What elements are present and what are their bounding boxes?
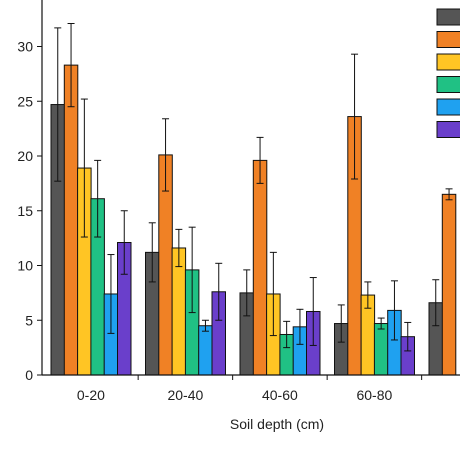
y-tick-label-5: 5 [25, 312, 33, 328]
error-bar-60-80-series-4 [377, 317, 385, 330]
error-bar-40-60-series-1 [243, 269, 251, 317]
error-bars-layer [54, 23, 453, 352]
x-tick-label-20-40: 20-40 [167, 387, 203, 403]
error-bar-0-20-series-2 [67, 23, 75, 108]
y-tick-label-10: 10 [17, 258, 33, 274]
legend-swatch-series-5 [436, 98, 460, 116]
x-tick-label-40-60: 40-60 [262, 387, 298, 403]
bar-80-series-2 [441, 193, 457, 376]
x-axis-title: Soil depth (cm) [230, 416, 324, 432]
error-bar-60-80-series-6 [404, 321, 412, 352]
error-bar-0-20-series-1 [54, 27, 62, 182]
legend-swatch-series-4 [436, 76, 460, 93]
bar-60-80-series-4 [373, 323, 389, 376]
legend [436, 8, 460, 138]
bars-layer [50, 64, 457, 376]
x-tick-label-60-80: 60-80 [356, 387, 392, 403]
error-bar-0-20-series-4 [94, 159, 102, 238]
error-bar-20-40-series-2 [162, 118, 170, 192]
error-bar-0-20-series-6 [120, 210, 128, 275]
error-bar-20-40-series-4 [188, 226, 196, 314]
error-bar-80-series-1 [432, 279, 440, 327]
error-bar-20-40-series-6 [215, 262, 223, 321]
error-bar-40-60-series-5 [296, 308, 304, 345]
bar-20-40-series-5 [198, 325, 213, 376]
error-bar-60-80-series-1 [337, 304, 345, 343]
error-bar-20-40-series-1 [148, 222, 156, 283]
legend-swatch-series-2 [436, 31, 460, 48]
error-bar-0-20-series-5 [107, 254, 115, 334]
legend-swatch-series-6 [436, 121, 460, 138]
error-bar-80-series-2 [445, 188, 453, 201]
y-tick-label-20: 20 [17, 148, 33, 164]
error-bar-40-60-series-4 [283, 320, 291, 349]
error-bar-40-60-series-6 [309, 277, 317, 346]
y-tick-label-30: 30 [17, 39, 33, 55]
bar-0-20-series-2 [63, 64, 79, 376]
error-bar-40-60-series-2 [256, 136, 264, 184]
bar-40-60-series-2 [252, 159, 268, 376]
y-tick-label-0: 0 [25, 367, 33, 383]
error-bar-60-80-series-5 [390, 280, 398, 341]
legend-swatch-series-1 [436, 8, 460, 26]
error-bar-0-20-series-3 [80, 98, 88, 238]
y-tick-label-25: 25 [17, 93, 33, 109]
error-bar-60-80-series-2 [351, 53, 359, 180]
y-tick-label-15: 15 [17, 203, 33, 219]
error-bar-60-80-series-3 [364, 281, 372, 309]
legend-swatch-series-3 [436, 53, 460, 71]
x-tick-label-0-20: 0-20 [77, 387, 105, 403]
error-bar-20-40-series-5 [201, 319, 209, 332]
error-bar-40-60-series-3 [269, 251, 277, 337]
error-bar-20-40-series-3 [175, 228, 183, 268]
